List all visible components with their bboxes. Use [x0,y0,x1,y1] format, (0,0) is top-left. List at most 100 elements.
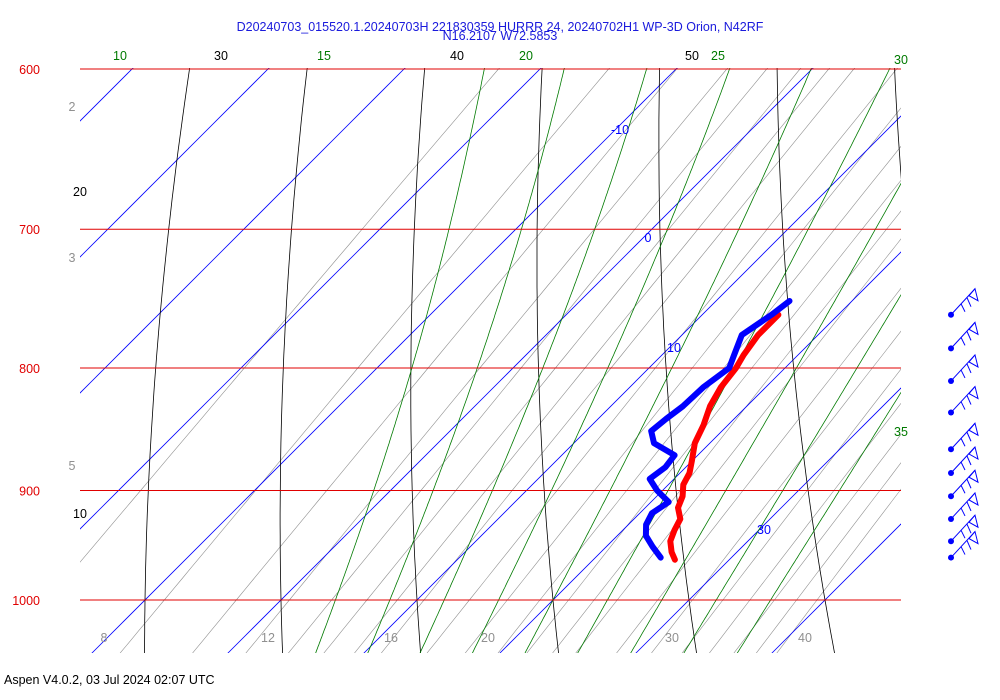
mixing-ratio-label: 5 [69,459,76,473]
moist-adiabat-label: 20 [519,49,533,63]
wind-barb [948,514,979,545]
mixing-ratio-label: 20 [481,631,495,645]
moist-adiabat-label: 15 [317,49,331,63]
mixing-ratio-line [80,68,500,563]
mixing-ratio-line [709,402,901,653]
moist-adiabat-label: 25 [711,49,725,63]
isotherm-line [80,68,542,530]
moist-adiabat-label: 35 [894,425,908,439]
dry-adiabat-label: 40 [450,49,464,63]
mixing-ratio-label: 40 [798,631,812,645]
isotherm-line [80,68,134,122]
isobar-label: 800 [19,362,40,376]
chart-subtitle: N16.2107 W72.5853 [442,29,558,43]
moist-adiabat-line [577,68,891,653]
mixing-ratio-line [651,330,901,653]
moist-adiabat-line [419,68,648,653]
mixing-ratio-line [552,210,901,653]
moist-adiabat-line [683,294,901,653]
wind-barb [948,422,979,453]
grid-labels: 600 700 800 900 1000 -10 0 10 30 30 40 50 20 10 10 15 20… [12,49,908,645]
mixing-ratio-line [616,287,901,653]
wind-barb [948,445,979,477]
mixing-ratio-line [497,145,901,653]
dry-adiabat-label: 20 [73,185,87,199]
wind-barb [948,491,979,522]
isotherm-line [0,0,68,680]
isotherm-line [91,68,678,653]
moist-adiabat-line [524,68,812,653]
dry-adiabat-line [776,68,835,653]
mixing-ratio-lines [80,68,901,653]
wind-barb [948,287,979,318]
isotherm-label: 30 [757,523,771,537]
mixing-ratio-line [526,179,901,653]
mixing-ratio-line [575,238,901,653]
wind-barb [948,321,979,352]
dry-adiabat-line [536,68,559,653]
isotherm-label: -10 [611,123,629,137]
wind-barb [948,385,979,416]
chart-title: D20240703_015520.1.20240703H 221830359 H… [236,20,764,34]
mixing-ratio-line [354,68,830,653]
mixing-ratio-line [288,68,768,653]
isotherm-label: 0 [645,231,652,245]
mixing-ratio-line [323,68,802,653]
mixing-ratio-label: 2 [69,100,76,114]
isobar-label: 900 [19,484,40,498]
moist-adiabat-line [315,68,485,653]
temperature-profile [667,311,782,563]
mixing-ratio-label: 30 [665,631,679,645]
wind-barbs [948,287,979,561]
dry-adiabat-label: 10 [73,507,87,521]
dry-adiabat-lines [144,68,901,653]
isotherm-line [635,387,901,653]
isotherm-line [363,115,901,653]
sounding-profiles [642,298,793,563]
moist-adiabat-label: 10 [113,49,127,63]
mixing-ratio-line [119,68,610,653]
isobar-label: 600 [19,63,40,77]
isotherm-line [771,523,901,653]
dewpoint-profile [642,298,793,561]
mixing-ratio-line [192,68,678,653]
mixing-ratio-line [245,68,729,653]
dry-adiabat-line [144,68,191,653]
isotherm-line [499,251,901,653]
isotherm-line [80,68,406,394]
isotherm-lines [0,0,1000,680]
dry-adiabat-line [279,68,308,653]
moist-adiabat-line [472,68,731,653]
mixing-ratio-line [426,68,898,653]
moist-adiabat-label: 30 [894,53,908,67]
wind-barb [948,353,979,384]
isotherm-line [80,68,270,258]
moist-adiabat-line [630,182,901,653]
dry-adiabat-label: 30 [214,49,228,63]
moist-adiabat-line [736,391,901,653]
mixing-ratio-line [755,462,901,653]
mixing-ratio-line [776,488,901,653]
mixing-ratio-label: 3 [69,251,76,265]
dry-adiabat-label: 50 [685,49,699,63]
isobar-label: 700 [19,223,40,237]
mixing-ratio-line [733,433,901,653]
mixing-ratio-label: 12 [261,631,275,645]
isobar-lines [80,68,901,601]
wind-barb [948,530,979,561]
mixing-ratio-label: 16 [384,631,398,645]
moist-adiabat-lines [315,68,901,653]
dry-adiabat-line [894,68,901,180]
background-grid [0,0,1000,680]
isotherm-line [227,68,814,653]
isobar-label: 1000 [12,594,40,608]
mixing-ratio-label: 8 [101,631,108,645]
wind-barb [948,469,979,500]
mixing-ratio-line [681,368,901,653]
isotherm-label: 10 [667,341,681,355]
isotherm-line [881,0,1000,680]
moist-adiabat-line [367,68,565,653]
mixing-ratio-line [380,68,856,653]
dry-adiabat-line [410,68,426,653]
